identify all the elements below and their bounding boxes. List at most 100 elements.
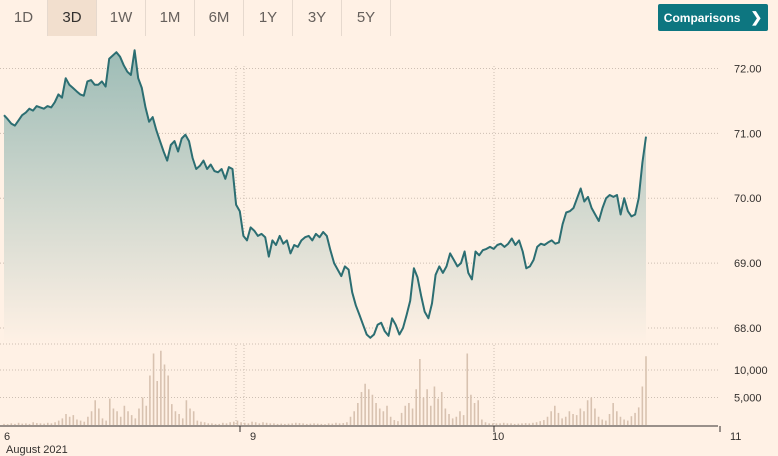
volume-bar	[156, 381, 159, 425]
volume-bar	[327, 423, 330, 425]
volume-bar	[98, 408, 100, 425]
volume-bar	[437, 398, 439, 425]
volume-bar	[276, 423, 279, 425]
volume-bar	[39, 423, 42, 425]
range-tab-5y[interactable]: 5Y	[342, 0, 391, 36]
volume-bar	[181, 418, 184, 425]
volume-bar	[90, 411, 93, 425]
volume-bar	[568, 411, 571, 425]
volume-bar	[601, 419, 604, 425]
volume-bar	[521, 423, 523, 425]
volume-bar	[76, 419, 78, 425]
volume-bar	[87, 416, 89, 425]
volume-bar	[185, 400, 188, 425]
volume-bar	[10, 423, 13, 425]
volume-bar	[21, 423, 24, 425]
volume-bar	[364, 383, 366, 425]
volume-bar	[229, 422, 231, 425]
volume-bar	[459, 411, 461, 425]
price-volume-chart: 72.00 71.00 70.00 69.00 68.00 10,000 5,000 6 9 1…	[0, 49, 768, 456]
volume-bar	[429, 405, 432, 425]
price-line	[3, 49, 647, 339]
range-tab-1d[interactable]: 1D	[0, 0, 48, 36]
volume-bar	[262, 422, 264, 425]
volume-bar	[641, 386, 644, 425]
volume-bar	[404, 405, 407, 425]
volume-bar	[386, 405, 388, 425]
volume-bar	[134, 418, 137, 425]
volume-bar	[189, 408, 191, 425]
range-tab-6m[interactable]: 6M	[195, 0, 244, 36]
volume-bar	[360, 392, 363, 425]
volume-bar	[331, 423, 334, 425]
volume-bar	[287, 423, 290, 425]
volume-bar	[119, 416, 122, 425]
volume-bar	[160, 350, 162, 425]
volume-bar	[94, 400, 96, 425]
price-tick-label: 69.00	[734, 258, 762, 270]
range-tab-3d[interactable]: 3D	[48, 0, 97, 36]
volume-bar	[105, 420, 107, 425]
volume-bar	[349, 416, 352, 425]
volume-bar	[236, 420, 239, 425]
volume-bar	[375, 403, 377, 425]
volume-bar	[455, 416, 458, 425]
volume-bar	[178, 414, 180, 425]
volume-bar	[637, 407, 640, 425]
range-tab-3y[interactable]: 3Y	[293, 0, 342, 36]
volume-bar	[258, 423, 261, 425]
volume-bar	[481, 419, 483, 425]
volume-bar	[17, 422, 20, 425]
volume-bar	[61, 418, 64, 425]
volume-bar	[619, 416, 622, 425]
volume-bar	[367, 389, 370, 425]
volume-bar	[484, 422, 487, 425]
price-area	[3, 49, 647, 344]
volume-bar	[72, 415, 75, 425]
volume-bar	[291, 423, 293, 425]
volume-bar	[550, 411, 552, 425]
x-tick-label: 6	[4, 431, 10, 443]
volume-bar	[393, 420, 396, 425]
price-tick-label: 72.00	[734, 63, 762, 75]
range-tab-1m[interactable]: 1M	[146, 0, 195, 36]
range-tab-1y[interactable]: 1Y	[244, 0, 293, 36]
volume-bar	[597, 416, 600, 425]
volume-bar	[192, 411, 195, 425]
volume-bar	[357, 403, 359, 425]
volume-bar	[561, 418, 563, 425]
volume-bar	[495, 423, 498, 425]
volume-bar	[564, 416, 567, 425]
volume-bar	[309, 423, 312, 425]
volume-bar	[251, 421, 253, 425]
volume-bar	[243, 422, 246, 425]
volume-bar	[389, 416, 392, 425]
x-tick-label: 11	[730, 431, 741, 443]
comparisons-label: Comparisons	[663, 10, 741, 25]
volume-bar	[473, 403, 476, 425]
volume-bar	[269, 423, 272, 425]
volume-bar	[645, 356, 647, 425]
volume-bar	[233, 421, 235, 425]
volume-bar	[207, 423, 210, 425]
volume-bar	[579, 408, 582, 425]
volume-bar	[79, 420, 82, 425]
volume-bar	[499, 423, 501, 425]
volume-bar	[273, 423, 275, 425]
volume-bar	[324, 424, 326, 425]
volume-bar	[305, 423, 308, 425]
x-axis-sublabel: August 2021	[6, 444, 68, 456]
volume-bar	[517, 423, 520, 425]
volume-bar	[502, 422, 505, 425]
comparisons-button[interactable]: Comparisons ❯	[658, 4, 768, 31]
volume-bar	[535, 422, 538, 425]
volume-bar	[470, 394, 472, 425]
volume-bar	[265, 422, 268, 425]
volume-bar	[335, 422, 337, 425]
volume-bar	[3, 423, 5, 425]
volume-bar	[448, 414, 450, 425]
range-tab-1w[interactable]: 1W	[97, 0, 146, 36]
volume-bar	[167, 375, 169, 425]
chevron-right-icon: ❯	[750, 9, 763, 25]
volume-bar	[32, 422, 34, 425]
